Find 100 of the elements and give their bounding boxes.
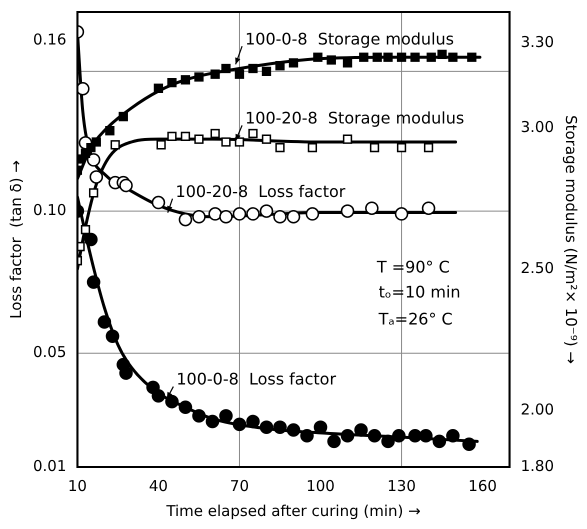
point: [446, 428, 460, 442]
annotation: tₒ=10 min: [378, 282, 461, 302]
point: [154, 84, 164, 93]
point: [178, 400, 192, 414]
y2-tick-label: 2.50: [520, 259, 554, 278]
point: [192, 409, 206, 423]
y2-tick-label: 2.00: [520, 400, 554, 418]
point: [210, 128, 220, 138]
y-tick-label: 0.10: [32, 200, 66, 219]
annotation: Tₐ=26° C: [378, 310, 453, 329]
point: [119, 178, 133, 192]
point: [370, 143, 380, 152]
point: [246, 207, 260, 221]
point: [394, 207, 408, 221]
y2-tick-label: 3.00: [520, 118, 554, 136]
point: [221, 137, 231, 147]
y-tick-label: 0.16: [32, 30, 66, 48]
point: [365, 201, 379, 215]
x-tick-label: 130: [387, 476, 416, 495]
point: [208, 207, 222, 221]
point: [178, 212, 192, 226]
point: [106, 329, 120, 343]
point: [118, 112, 128, 122]
y-tick-label: 0.01: [32, 456, 66, 475]
series-label: 100-20-8 Storage modulus: [245, 108, 464, 128]
x-tick-label: 40: [148, 476, 168, 495]
x-tick-label: 10: [68, 476, 87, 495]
point: [152, 389, 166, 403]
point: [340, 428, 354, 442]
point: [119, 366, 133, 380]
point: [275, 61, 285, 70]
point: [368, 428, 382, 442]
point: [248, 128, 258, 138]
y2-tick-label: 3.30: [520, 32, 554, 51]
point: [327, 434, 341, 448]
series-label: 100-0-8 Loss factor: [176, 370, 336, 389]
y2-axis-title: Storage modulus (N/m²× 10⁻⁹) →: [562, 115, 580, 364]
point: [359, 52, 368, 62]
point: [437, 50, 447, 60]
point: [180, 75, 190, 84]
point: [313, 52, 322, 62]
point: [86, 275, 100, 289]
point: [88, 188, 98, 198]
point: [152, 196, 166, 210]
point: [300, 428, 314, 442]
point: [234, 137, 244, 147]
point: [84, 232, 98, 246]
x-tick-label: 160: [468, 476, 497, 495]
point: [246, 414, 260, 428]
y-axis-title: Loss factor (tan δ) →: [6, 160, 25, 319]
series-label: 100-0-8 Storage modulus: [245, 29, 454, 48]
point: [273, 210, 287, 224]
point: [167, 132, 177, 141]
point: [210, 70, 220, 79]
point: [77, 82, 90, 96]
point: [342, 58, 352, 68]
point: [354, 423, 368, 437]
point: [232, 207, 246, 221]
point: [156, 140, 166, 150]
point: [308, 143, 318, 152]
point: [286, 423, 300, 437]
point: [342, 134, 352, 144]
point: [419, 428, 433, 442]
point: [462, 438, 476, 451]
point: [448, 52, 458, 62]
point: [167, 78, 177, 88]
point: [422, 201, 436, 215]
point: [219, 409, 233, 423]
point: [396, 52, 406, 62]
point: [314, 420, 328, 434]
x-tick-label: 100: [306, 476, 335, 495]
series-label: 100-20-8 Loss factor: [176, 182, 346, 201]
point: [219, 210, 233, 224]
point: [248, 64, 258, 74]
x-tick-label: 70: [230, 476, 250, 495]
point: [86, 153, 100, 167]
point: [288, 58, 298, 68]
point: [306, 207, 320, 221]
point: [92, 137, 101, 147]
point: [105, 126, 114, 136]
point: [262, 66, 272, 76]
point: [180, 132, 190, 141]
point: [260, 204, 274, 218]
point: [372, 52, 382, 62]
point: [383, 52, 393, 62]
x-axis-title: Time elapsed after curing (min) →: [165, 502, 421, 520]
point: [275, 143, 285, 152]
point: [467, 52, 476, 62]
y2-tick-label: 1.80: [520, 456, 554, 475]
point: [90, 170, 104, 184]
point: [410, 52, 420, 62]
point: [192, 210, 206, 224]
point: [80, 224, 90, 234]
point: [381, 434, 395, 448]
point: [396, 143, 406, 152]
point: [234, 70, 244, 79]
point: [98, 315, 112, 329]
point: [273, 420, 287, 434]
point: [408, 428, 422, 442]
annotation: T =90° C: [376, 257, 450, 276]
